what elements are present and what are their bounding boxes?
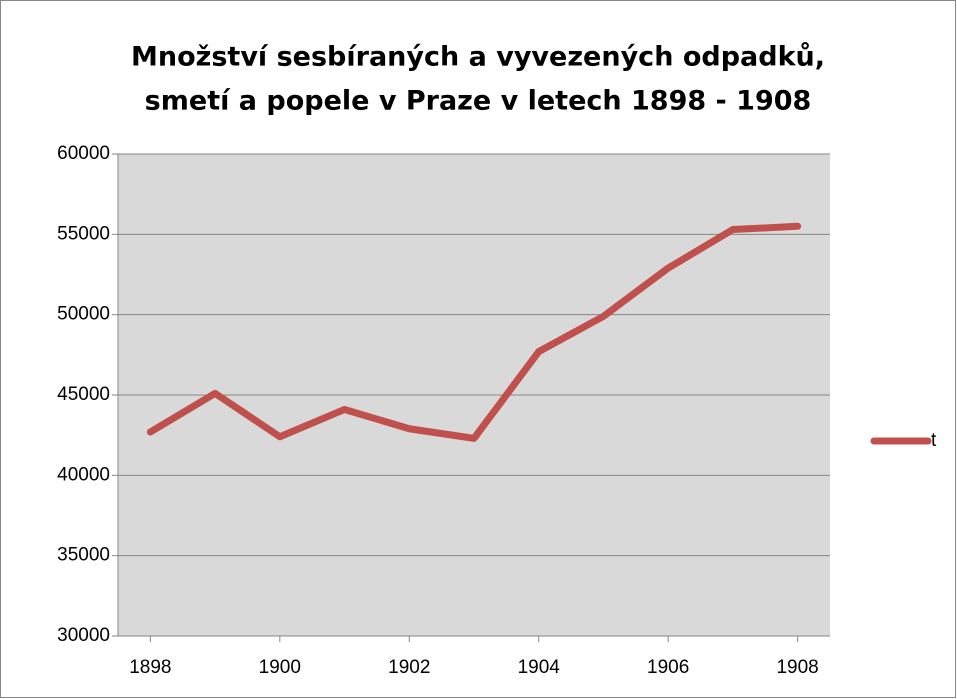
y-tick-label: 40000: [57, 464, 110, 485]
x-tick-label: 1908: [776, 657, 818, 678]
data-line: [146, 222, 802, 442]
legend-label: t: [931, 430, 937, 451]
y-tick-label: 60000: [57, 143, 110, 164]
x-tick-label: 1898: [129, 657, 171, 678]
chart-title: smetí a popele v Praze v letech 1898 - 1…: [145, 86, 812, 117]
y-tick-label: 35000: [57, 545, 110, 566]
y-tick-label: 50000: [57, 304, 110, 325]
chart-title: Množství sesbíraných a vyvezených odpadk…: [131, 42, 825, 73]
y-tick-label: 30000: [57, 625, 110, 646]
x-tick-label: 1900: [259, 657, 301, 678]
y-tick-label: 45000: [57, 384, 110, 405]
x-tick-label: 1904: [518, 657, 561, 678]
y-tick-label: 55000: [57, 223, 110, 244]
x-tick-label: 1902: [388, 657, 430, 678]
x-tick-label: 1906: [647, 657, 689, 678]
